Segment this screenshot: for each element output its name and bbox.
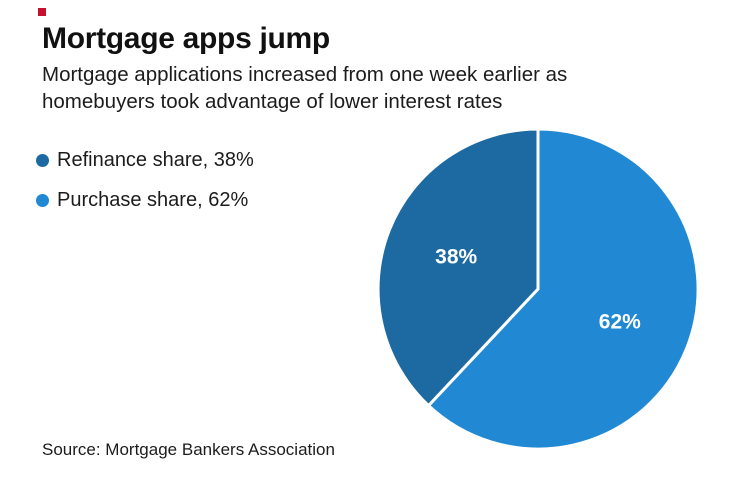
legend-label-purchase: Purchase share, 62% — [57, 188, 249, 211]
chart-legend: Refinance share, 38% Purchase share, 62% — [36, 148, 254, 212]
legend-dot-purchase-icon — [36, 193, 49, 207]
pie-slice-label-62%: 62% — [599, 310, 641, 333]
legend-item-purchase: Purchase share, 62% — [36, 188, 254, 212]
chart-title: Mortgage apps jump — [42, 22, 330, 55]
chart-subtitle: Mortgage applications increased from one… — [42, 61, 567, 115]
legend-dot-refinance-icon — [36, 153, 49, 167]
brand-mark-red-square — [38, 8, 46, 16]
pie-slice-label-38%: 38% — [435, 246, 477, 269]
legend-label-refinance: Refinance share, 38% — [57, 148, 254, 171]
pie-slice-refinance-share — [376, 127, 540, 408]
pie-slice-purchase-share — [427, 127, 700, 451]
chart-subtitle-line-2: homebuyers took advantage of lower inter… — [42, 90, 503, 113]
chart-subtitle-line-1: Mortgage applications increased from one… — [42, 63, 568, 86]
legend-item-refinance: Refinance share, 38% — [36, 148, 254, 172]
source-credit: Source: Mortgage Bankers Association — [42, 440, 335, 459]
